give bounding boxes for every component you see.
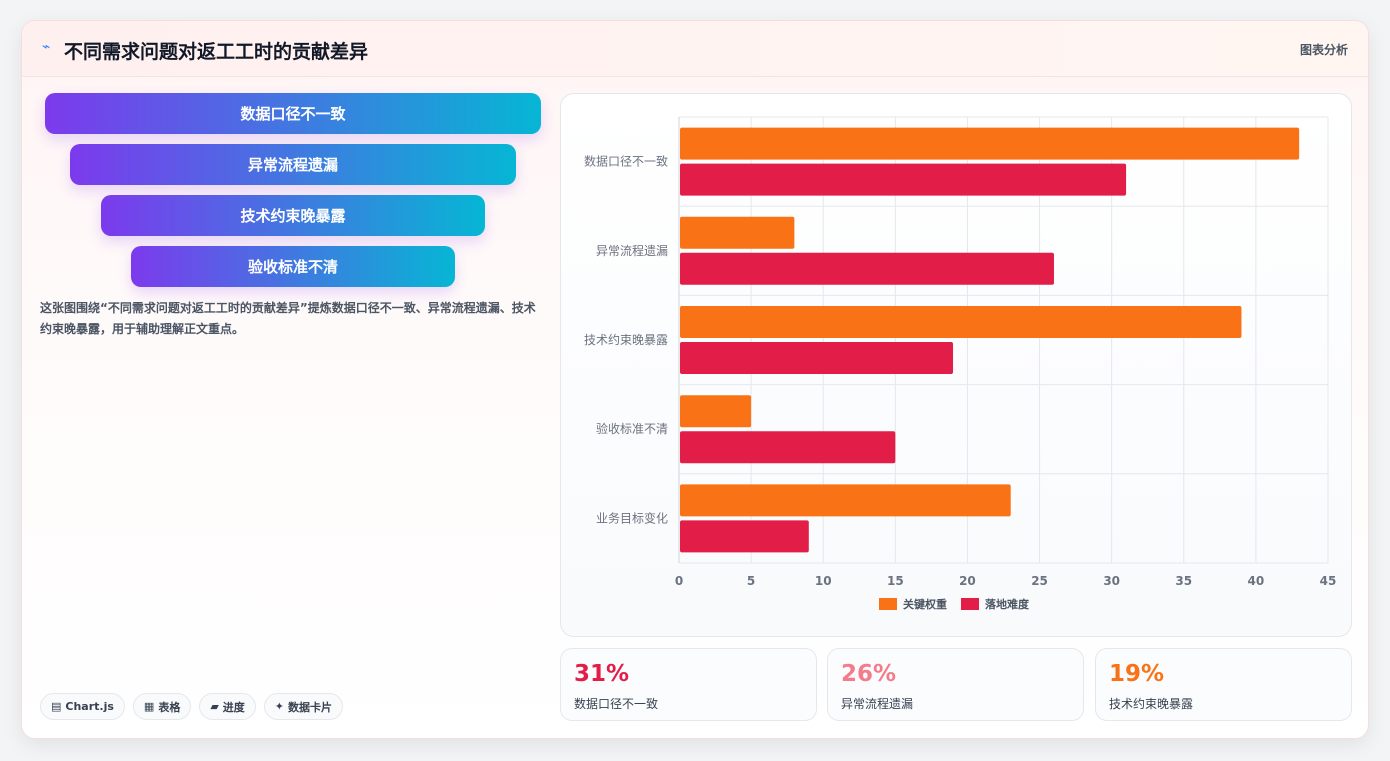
chip-data-card[interactable]: ✦ 数据卡片 [263,693,344,720]
bar-key-weight [680,127,1300,160]
funnel-step-4: 验收标准不清 [131,246,455,287]
page-title: 不同需求问题对返工工时的贡献差异 [64,41,369,63]
funnel-step-3: 技术约束晚暴露 [101,195,485,236]
stat-label: 异常流程遗漏 [841,697,914,711]
funnel-step-2: 异常流程遗漏 [70,144,516,185]
stat-label: 数据口径不一致 [574,697,659,711]
stat-value: 26% [841,661,897,687]
activity-icon: ⌁ [42,39,51,55]
legend-label: 落地难度 [985,597,1030,611]
legend-swatch [879,598,897,610]
x-tick-label: 5 [747,574,755,588]
x-tick-label: 15 [887,574,904,588]
stat-value: 31% [574,661,630,687]
chart-icon: ▤ [51,700,62,713]
x-tick-label: 35 [1175,574,1192,588]
chip-chartjs[interactable]: ▤ Chart.js [40,693,125,720]
funnel-step-label: 技术约束晚暴露 [240,207,346,225]
stat-label: 技术约束晚暴露 [1109,697,1194,711]
funnel-step-label: 异常流程遗漏 [247,156,338,174]
x-tick-label: 45 [1320,574,1337,588]
bar-key-weight [680,216,795,249]
y-tick-label: 业务目标变化 [596,510,668,525]
chip-progress[interactable]: ▰ 进度 [199,693,256,720]
bar-difficulty [680,252,1054,285]
funnel-step-label: 验收标准不清 [247,258,338,276]
chart-panel: 0 5 10 15 20 25 30 35 40 45 数据口径不一致异常流程遗漏技术约束晚暴露验收… [560,93,1352,637]
bar-difficulty [680,520,809,553]
bar-difficulty [680,163,1127,196]
header-tag: 图表分析 [1299,43,1348,57]
legend-label: 关键权重 [903,597,947,611]
x-tick-label: 30 [1103,574,1120,588]
bar-difficulty [680,431,896,464]
x-tick-label: 10 [815,574,832,588]
x-tick-label: 0 [675,574,683,588]
y-tick-label: 技术约束晚暴露 [584,332,668,347]
bar-difficulty [680,342,954,374]
stat-card-1: 31% 数据口径不一致 [560,648,817,721]
x-tick-label: 20 [959,574,976,588]
chip-table[interactable]: ▦ 表格 [132,693,192,720]
table-icon: ▦ [143,700,155,713]
x-tick-label: 25 [1031,574,1048,588]
chip-label: 表格 [158,700,181,714]
legend-swatch [961,598,979,610]
y-tick-label: 验收标准不清 [596,421,668,436]
tag-chips: ▤ Chart.js ▦ 表格 ▰ 进度 ✦ 数据卡片 [40,693,344,720]
bar-key-weight [680,484,1011,517]
progress-icon: ▰ [210,700,219,713]
stat-value: 19% [1109,661,1165,687]
stat-card-2: 26% 异常流程遗漏 [827,648,1084,721]
chip-label: Chart.js [65,700,114,713]
main-card: ⌁ 不同需求问题对返工工时的贡献差异 图表分析 数据口径不一致 异常流程遗漏 技… [21,20,1369,739]
funnel-step-label: 数据口径不一致 [240,105,346,123]
sparkle-icon: ✦ [274,700,285,713]
bar-key-weight [680,395,752,428]
stat-card-3: 19% 技术约束晚暴露 [1095,648,1352,721]
y-tick-label: 异常流程遗漏 [596,243,668,258]
chip-label: 进度 [222,700,245,714]
chart-description: 这张图围绕“不同需求问题对返工工时的贡献差异”提炼数据口径不一致、异常流程遗漏、… [40,301,536,336]
x-tick-label: 40 [1248,574,1265,588]
bar-key-weight [680,306,1242,338]
chip-label: 数据卡片 [288,700,333,714]
y-tick-label: 数据口径不一致 [584,154,668,169]
bar-chart: 0 5 10 15 20 25 30 35 40 45 数据口径不一致异常流程遗漏技术约束晚暴露验收… [584,116,1337,611]
funnel-step-1: 数据口径不一致 [45,93,541,134]
card-header: ⌁ 不同需求问题对返工工时的贡献差异 图表分析 [22,21,1368,77]
